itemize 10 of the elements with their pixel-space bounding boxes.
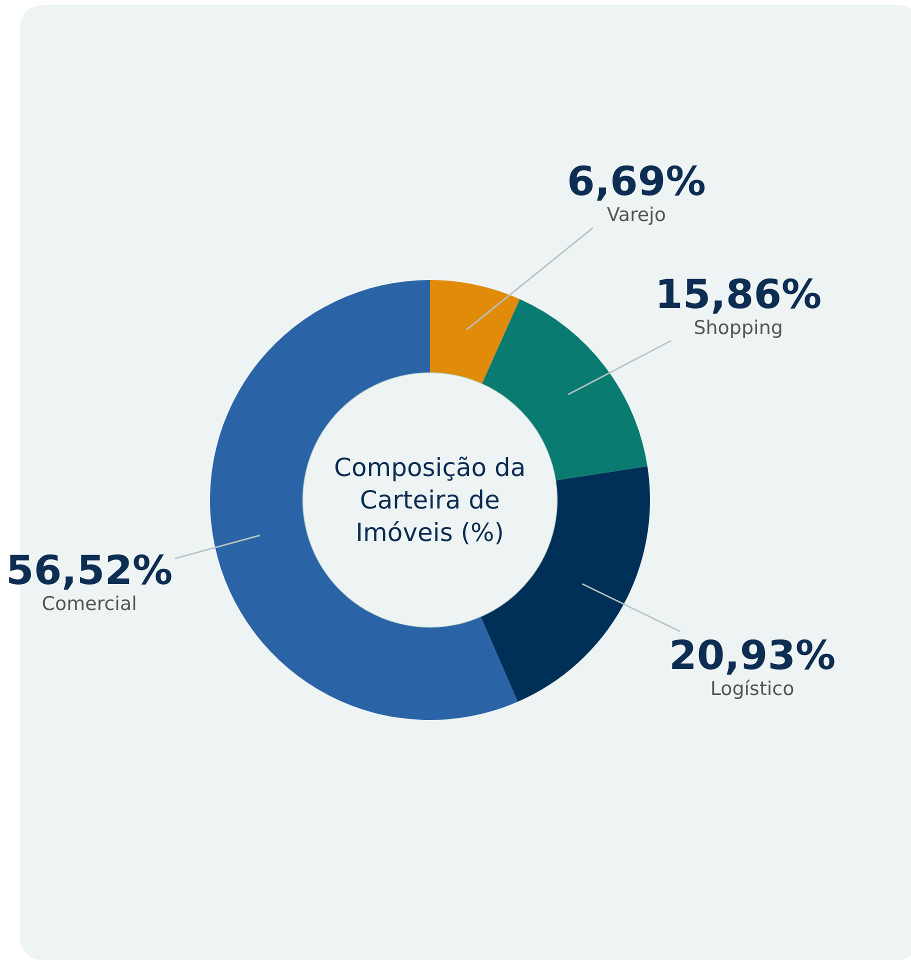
data-label: 6,69% [567, 159, 706, 205]
text: Composição da Carteira de Imóveis (%) [334, 453, 526, 547]
data-label: 15,86% [655, 272, 822, 318]
slice-label: Comercial [42, 593, 137, 615]
data-label: 56,52% [6, 548, 173, 594]
data-label: 20,93% [669, 633, 836, 679]
slice-label: Varejo [606, 204, 666, 226]
slice-label: Shopping [694, 317, 783, 339]
donut-slice [430, 280, 520, 384]
slice-label: Logístico [710, 678, 794, 700]
